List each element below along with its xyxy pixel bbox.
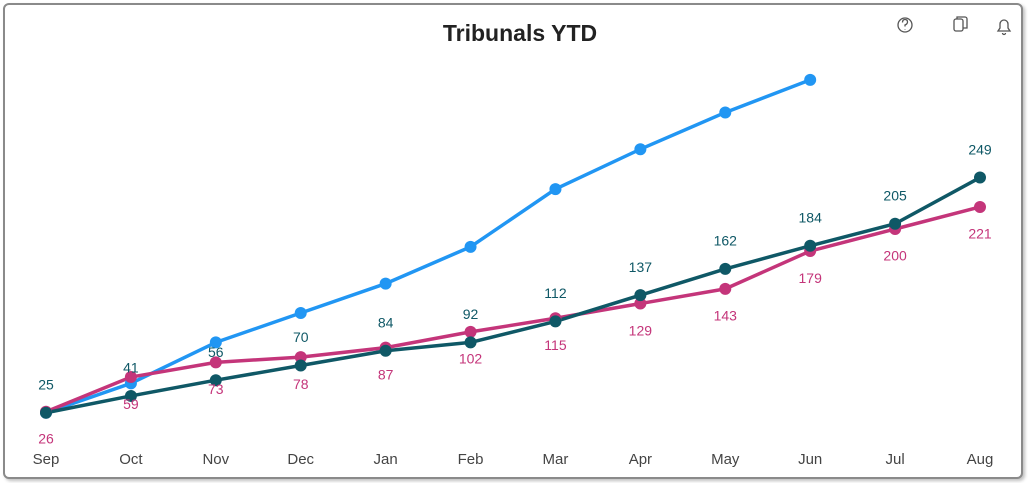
series-line xyxy=(45,176,981,415)
data-label: 143 xyxy=(714,308,738,324)
data-point xyxy=(549,315,562,328)
data-label: 162 xyxy=(714,233,738,249)
data-label: 84 xyxy=(378,315,394,331)
data-label: 179 xyxy=(799,270,823,286)
x-tick-label: Mar xyxy=(543,451,569,468)
chart-title: Tribunals YTD xyxy=(443,20,597,46)
data-label: 26 xyxy=(38,430,54,446)
x-tick-label: Sep xyxy=(33,451,60,468)
copy-icon[interactable] xyxy=(953,18,964,32)
data-point xyxy=(974,200,986,213)
data-label: 102 xyxy=(459,351,483,367)
header-icons[interactable] xyxy=(897,16,1012,36)
data-label: 137 xyxy=(629,259,653,275)
data-label: 25 xyxy=(38,376,54,392)
data-point xyxy=(294,359,307,372)
x-tick-label: Apr xyxy=(629,451,652,468)
data-label: 112 xyxy=(544,285,567,301)
data-point xyxy=(464,336,477,349)
data-point xyxy=(379,344,392,357)
x-tick-label: Nov xyxy=(202,451,229,468)
data-label: 200 xyxy=(883,248,907,264)
data-point xyxy=(974,171,986,184)
data-point xyxy=(379,277,392,290)
data-label: 87 xyxy=(378,366,394,382)
data-point xyxy=(719,282,732,295)
data-point xyxy=(464,325,477,338)
data-point xyxy=(549,183,562,196)
data-point xyxy=(209,374,222,387)
data-point xyxy=(209,336,222,349)
data-label: 59 xyxy=(123,396,139,412)
x-tick-label: Oct xyxy=(119,451,143,468)
help-icon[interactable] xyxy=(897,17,913,33)
data-point xyxy=(294,351,307,364)
data-label: 41 xyxy=(123,360,139,376)
data-point xyxy=(804,239,817,252)
x-tick-label: May xyxy=(711,451,740,468)
series-line xyxy=(45,205,981,414)
data-point xyxy=(634,289,647,302)
data-label: 129 xyxy=(629,322,653,338)
data-label: 221 xyxy=(968,226,992,242)
help-icon-mark xyxy=(901,18,909,30)
x-tick-label: Aug xyxy=(967,451,994,468)
data-point xyxy=(124,389,137,402)
data-label: 73 xyxy=(208,381,224,397)
x-tick-label: Jul xyxy=(885,451,904,468)
data-label: 92 xyxy=(463,306,479,322)
data-point xyxy=(634,297,647,310)
data-label: 70 xyxy=(293,329,309,345)
data-point xyxy=(719,106,732,119)
data-label: 205 xyxy=(883,187,907,203)
data-point xyxy=(804,73,817,86)
data-label: 78 xyxy=(293,376,309,392)
alert-icon[interactable] xyxy=(996,19,1012,36)
copy-icon-back xyxy=(956,16,968,29)
data-label: 115 xyxy=(544,337,567,353)
data-label: 56 xyxy=(208,344,224,360)
x-tick-label: Feb xyxy=(458,451,484,468)
data-point xyxy=(294,307,307,319)
data-point xyxy=(124,371,137,384)
data-point xyxy=(464,240,477,253)
data-point xyxy=(40,406,52,419)
series-line xyxy=(45,78,811,415)
x-tick-label: Jun xyxy=(798,451,822,468)
data-point xyxy=(634,143,647,156)
data-point xyxy=(209,356,222,369)
x-tick-label: Dec xyxy=(287,451,314,468)
x-tick-label: Jan xyxy=(374,451,398,468)
data-point xyxy=(719,262,732,275)
data-label: 249 xyxy=(968,141,992,157)
data-label: 184 xyxy=(799,210,823,226)
data-point xyxy=(889,217,902,230)
